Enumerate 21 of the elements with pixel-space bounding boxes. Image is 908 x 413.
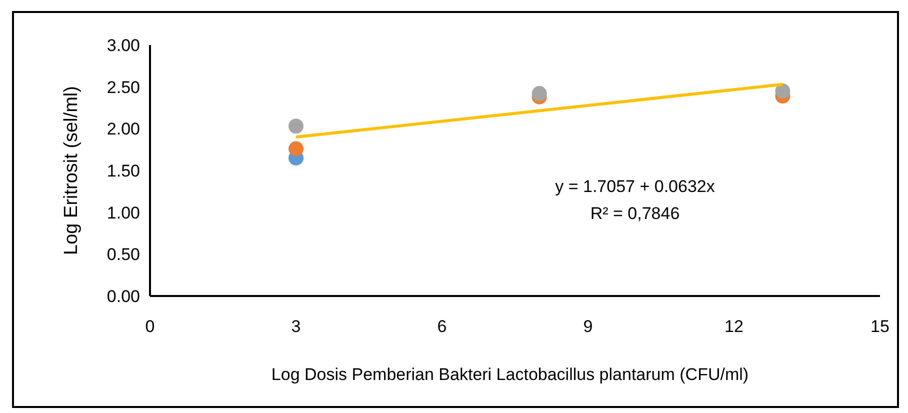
point [288, 141, 304, 156]
point [288, 118, 304, 134]
point [775, 84, 790, 99]
x-tick-label: 12 [724, 317, 744, 336]
annotation: R² = 0,7846 [590, 204, 680, 223]
y-tick-label: 0.00 [106, 286, 140, 306]
y-axis-title: Log Eritrosit (sel/ml) [61, 86, 82, 255]
point [532, 86, 547, 102]
y-tick-label: 2.00 [106, 120, 140, 139]
x-tick-label: 15 [870, 317, 890, 336]
y-tick-label: 3.00 [106, 36, 140, 55]
y-tick-label: 1.50 [106, 161, 140, 180]
y-tick-label: 2.50 [106, 78, 140, 97]
y-tick-label: 1.00 [106, 203, 140, 222]
x-axis-title: Log Dosis Pemberian Bakteri Lactobacillus plantarum (CFU/ml) [271, 365, 749, 384]
x-tick-label: 3 [291, 317, 301, 336]
y-tick-label: 0.50 [106, 245, 140, 264]
x-tick-label: 9 [583, 317, 593, 336]
annotation: y = 1.7057 + 0.0632x [555, 177, 716, 196]
x-tick-label: 0 [145, 317, 155, 336]
x-tick-label: 6 [437, 317, 447, 336]
